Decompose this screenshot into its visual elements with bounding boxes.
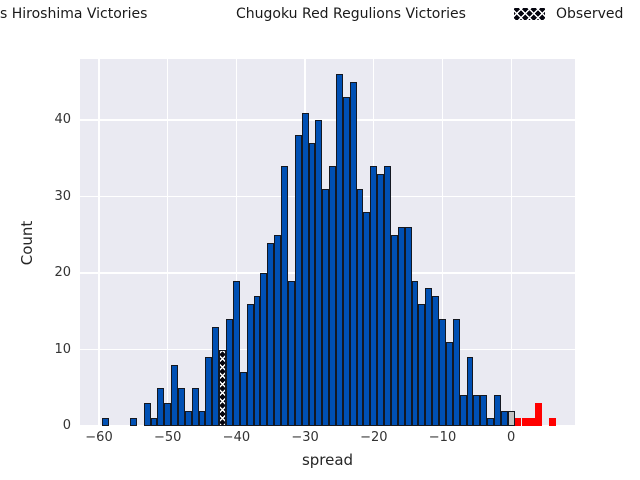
histogram-bar-blue	[246, 303, 254, 426]
gridline-x--40	[235, 59, 238, 426]
y-tick-label-30: 30	[54, 188, 71, 204]
histogram-bar-blue	[336, 74, 343, 426]
histogram-bar-blue	[260, 273, 268, 426]
histogram-bar-blue	[267, 242, 275, 426]
histogram-bar-blue	[198, 410, 206, 426]
legend-label-chugoku-red-regulions-victories: Chugoku Red Regulions Victories	[236, 6, 466, 22]
histogram-bar-blue	[466, 357, 474, 426]
histogram-bar-blue	[459, 395, 467, 426]
histogram-bar-blue	[370, 166, 378, 426]
histogram-bar-blue	[308, 143, 316, 426]
x-tick-label--40: −40	[222, 430, 251, 445]
y-tick-label-0: 0	[62, 418, 71, 433]
histogram-bar-blue	[411, 280, 419, 426]
histogram-bar-blue	[384, 166, 391, 426]
histogram-bar-red	[535, 403, 543, 426]
histogram-bar-blue	[171, 364, 178, 426]
histogram-bar-blue	[315, 120, 323, 426]
gridline-x--10	[441, 59, 444, 426]
histogram-bar-blue	[205, 357, 213, 426]
histogram-bar-blue	[232, 280, 240, 426]
y-tick-label-40: 40	[54, 112, 71, 128]
histogram-bar-blue	[150, 418, 158, 426]
x-tick-label--60: −60	[85, 430, 113, 445]
gridline-x--60	[98, 59, 100, 426]
histogram-bar-blue	[487, 418, 494, 426]
histogram-bar-blue	[432, 296, 440, 426]
histogram-bar-blue	[480, 395, 488, 426]
histogram-bar-blue	[164, 403, 172, 426]
histogram-bar-blue	[294, 135, 302, 426]
histogram-bar-blue	[404, 227, 412, 426]
histogram-bar-blue	[418, 303, 426, 426]
histogram-bar-blue	[212, 326, 220, 426]
histogram-bar-blue	[184, 410, 192, 426]
x-tick-label--20: −20	[360, 430, 388, 445]
legend-label-hiroshima-victories: s Hiroshima Victories	[0, 6, 148, 22]
gridline-x-0	[510, 59, 512, 426]
histogram-bar-blue	[157, 387, 165, 426]
histogram-bar-blue	[143, 403, 151, 426]
plot-area	[80, 59, 575, 426]
histogram-bar-gray	[507, 410, 515, 426]
legend-swatch-red	[194, 9, 225, 20]
gridline-y-40	[80, 119, 575, 121]
histogram-bar-blue	[102, 418, 110, 426]
observed-bar	[219, 349, 227, 426]
histogram-bar-blue	[191, 387, 199, 426]
y-tick-label-10: 10	[54, 341, 71, 357]
histogram-bar-red	[528, 418, 536, 426]
histogram-bar-blue	[494, 395, 501, 426]
histogram-bar-blue	[425, 288, 433, 426]
histogram-bar-blue	[473, 395, 481, 426]
histogram-bar-red	[521, 418, 529, 426]
histogram-bar-red	[514, 418, 522, 426]
histogram-bar-blue	[253, 296, 261, 426]
histogram-bar-blue	[356, 188, 364, 426]
histogram-bar-blue	[239, 372, 247, 426]
histogram-bar-blue	[377, 173, 385, 426]
histogram-bar-blue	[363, 211, 371, 426]
histogram-bar-blue	[226, 318, 233, 426]
x-tick-label--30: −30	[291, 430, 319, 445]
histogram-bar-blue	[390, 234, 398, 426]
histogram-bar-blue	[452, 318, 460, 426]
histogram-bar-blue	[129, 418, 137, 426]
histogram-bar-red	[548, 418, 556, 426]
histogram-bar-blue	[329, 166, 336, 426]
histogram-bar-blue	[500, 410, 508, 426]
histogram-bar-blue	[274, 234, 282, 426]
histogram-bar-blue	[445, 341, 453, 426]
x-tick-label--10: −10	[428, 430, 457, 445]
gridline-x--50	[167, 59, 169, 426]
x-axis-label: spread	[301, 451, 354, 469]
histogram-bar-blue	[301, 112, 309, 426]
x-tick-label--50: −50	[153, 430, 182, 445]
legend-swatch-observed-hatch	[514, 8, 545, 20]
histogram-bar-blue	[322, 188, 330, 426]
histogram-bar-blue	[287, 280, 295, 426]
histogram-bar-blue	[281, 166, 288, 426]
histogram-bar-blue	[397, 227, 405, 426]
histogram-bar-blue	[178, 387, 185, 426]
y-axis-label: Count	[18, 220, 36, 266]
x-tick-label-0: 0	[507, 430, 516, 445]
legend-label-observed: Observed	[556, 6, 624, 22]
histogram-bar-blue	[349, 81, 357, 426]
y-tick-label-20: 20	[54, 265, 71, 281]
histogram-bar-blue	[439, 318, 446, 426]
histogram-bar-blue	[342, 97, 350, 426]
